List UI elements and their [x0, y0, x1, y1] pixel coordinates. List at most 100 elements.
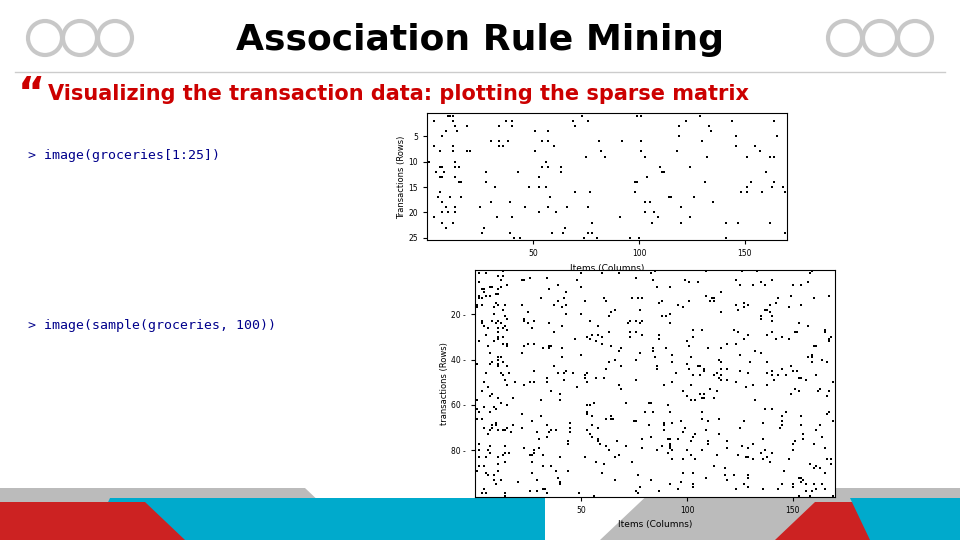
Point — [701, 439, 716, 448]
Point — [789, 367, 804, 375]
Point — [491, 467, 506, 475]
Point — [469, 360, 485, 368]
Point — [756, 455, 771, 464]
Point — [497, 301, 513, 309]
Point — [675, 455, 690, 464]
Point — [476, 378, 492, 387]
Point — [789, 328, 804, 337]
Point — [516, 314, 532, 323]
Point — [794, 478, 809, 487]
Point — [798, 480, 813, 489]
Point — [469, 396, 485, 405]
Point — [540, 163, 556, 171]
Point — [540, 374, 555, 382]
Polygon shape — [0, 488, 360, 540]
Point — [477, 223, 492, 232]
Y-axis label: Transactions (Rows): Transactions (Rows) — [396, 135, 406, 219]
Point — [787, 328, 803, 337]
Point — [563, 428, 578, 436]
Point — [633, 319, 648, 328]
Point — [603, 412, 618, 421]
Point — [447, 157, 463, 166]
Point — [687, 455, 703, 464]
Point — [794, 412, 809, 421]
Point — [778, 188, 793, 197]
Point — [491, 316, 506, 325]
Point — [516, 444, 532, 453]
Point — [497, 321, 513, 330]
Point — [603, 342, 618, 350]
Point — [583, 188, 598, 197]
Point — [497, 448, 513, 457]
Point — [652, 335, 667, 343]
Point — [821, 387, 836, 396]
Point — [755, 188, 770, 197]
Point — [478, 292, 493, 300]
Point — [581, 228, 596, 237]
Point — [550, 296, 565, 305]
Point — [478, 489, 493, 498]
Point — [536, 450, 551, 459]
Point — [806, 464, 822, 473]
Point — [764, 312, 780, 321]
Point — [498, 117, 514, 125]
Point — [485, 283, 500, 292]
Point — [815, 433, 830, 441]
Polygon shape — [0, 502, 185, 540]
Point — [736, 299, 752, 307]
Point — [599, 296, 614, 305]
Text: Association Rule Mining: Association Rule Mining — [236, 23, 724, 57]
Point — [791, 319, 806, 328]
Point — [824, 333, 839, 341]
Point — [643, 269, 659, 278]
Point — [645, 407, 660, 416]
Point — [540, 137, 556, 146]
Point — [546, 328, 562, 337]
Point — [489, 405, 504, 414]
Point — [629, 487, 644, 496]
Point — [513, 233, 528, 242]
Point — [497, 426, 513, 434]
Point — [718, 218, 733, 227]
Point — [489, 419, 504, 428]
Point — [817, 469, 832, 477]
Point — [584, 421, 599, 430]
Point — [541, 344, 557, 353]
Point — [756, 419, 771, 428]
Point — [564, 369, 580, 377]
Point — [453, 193, 468, 201]
Point — [637, 152, 653, 161]
Point — [559, 310, 574, 319]
Point — [599, 364, 614, 373]
Point — [684, 396, 699, 405]
Point — [543, 387, 559, 396]
Point — [728, 484, 743, 493]
Point — [635, 444, 650, 453]
Point — [768, 335, 783, 343]
Point — [726, 326, 741, 334]
Polygon shape — [600, 488, 960, 540]
Point — [451, 178, 467, 186]
Point — [729, 142, 744, 151]
Point — [754, 348, 769, 357]
Point — [701, 437, 716, 445]
Point — [489, 480, 504, 489]
Text: > image(groceries[1:25]): > image(groceries[1:25]) — [28, 148, 220, 161]
Point — [652, 330, 667, 339]
Point — [482, 348, 497, 357]
Point — [682, 364, 697, 373]
Point — [571, 489, 587, 498]
Point — [527, 446, 542, 455]
Point — [804, 267, 820, 275]
Point — [764, 276, 780, 285]
Point — [474, 285, 490, 294]
Point — [707, 294, 722, 302]
Point — [632, 233, 647, 242]
Point — [775, 421, 790, 430]
Point — [684, 353, 699, 362]
Point — [552, 389, 567, 398]
Point — [794, 374, 809, 382]
Point — [817, 484, 832, 493]
Point — [720, 444, 735, 453]
Point — [552, 396, 567, 405]
